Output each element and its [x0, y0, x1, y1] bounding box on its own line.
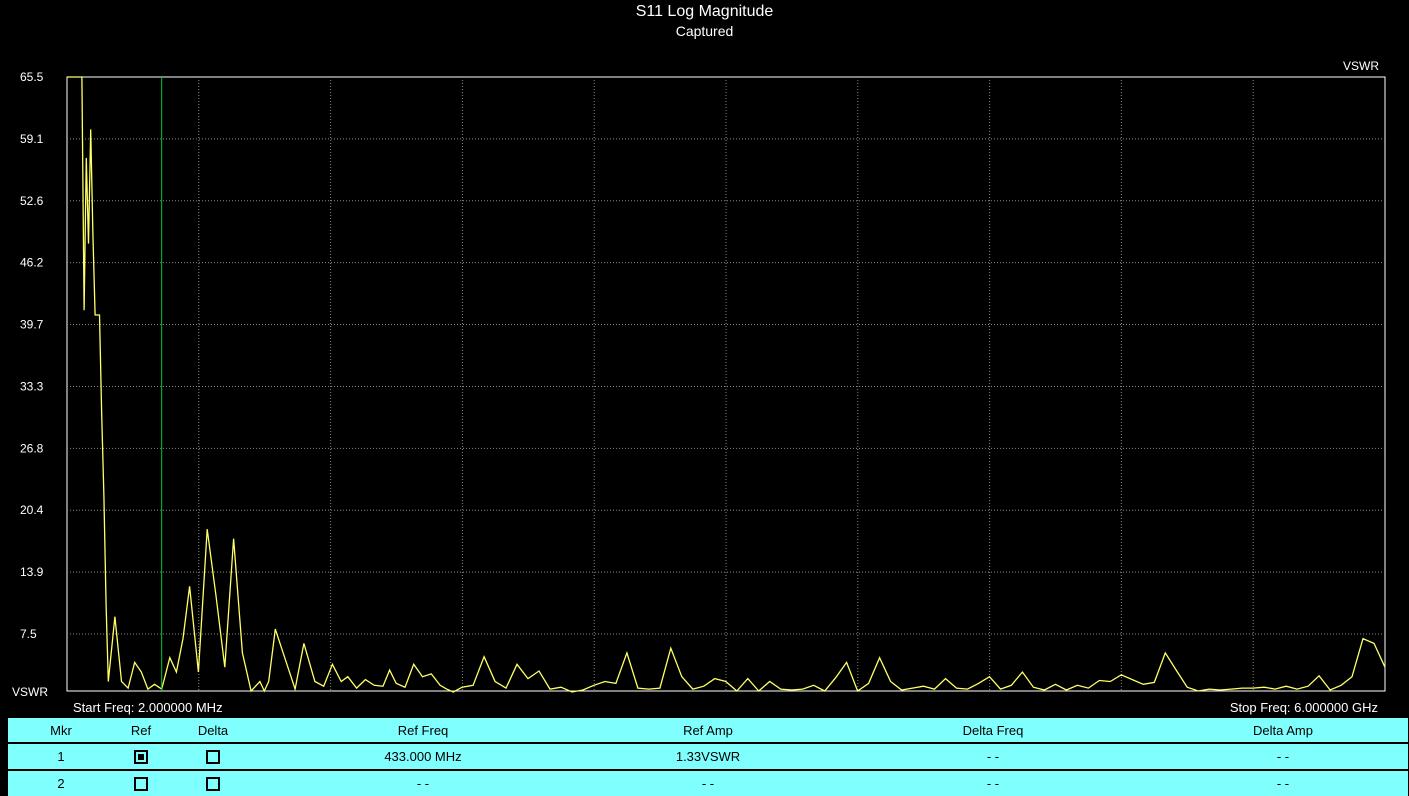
- stop-freq-label: Stop Freq: 6.000000 GHz: [1230, 700, 1378, 715]
- trace-line: [67, 76, 1386, 693]
- y-unit-top-label: VSWR: [1343, 59, 1379, 73]
- chart-subtitle: Captured: [675, 23, 734, 39]
- y-tick-label: 52.6: [20, 194, 44, 208]
- header-ref-amp: Ref Amp: [588, 718, 828, 744]
- header-delta-freq: Delta Freq: [828, 718, 1158, 744]
- delta-cell: [168, 770, 258, 796]
- y-unit-bottom-label: VSWR: [12, 685, 48, 699]
- y-tick-label: 13.9: [20, 565, 44, 579]
- trace-layer: [67, 76, 1386, 693]
- ref-cell: [114, 770, 168, 796]
- title-block: S11 Log Magnitude Captured: [0, 0, 1409, 40]
- delta-cell: [168, 743, 258, 771]
- delta-amp-value: - -: [1158, 743, 1408, 771]
- ref-amp-value: 1.33VSWR: [588, 743, 828, 771]
- grid-lines: [67, 77, 1385, 691]
- y-tick-label: 39.7: [20, 318, 44, 332]
- delta-freq-value: - -: [828, 743, 1158, 771]
- y-tick-label: 59.1: [20, 132, 44, 146]
- header-ref-freq: Ref Freq: [258, 718, 588, 744]
- chart-title: S11 Log Magnitude: [635, 3, 774, 20]
- y-tick-label: 46.2: [20, 256, 44, 270]
- marker-number: 2: [57, 776, 65, 791]
- y-tick-label: 65.5: [20, 70, 44, 84]
- y-tick-label: 33.3: [20, 379, 44, 393]
- delta-freq-value: - -: [986, 776, 1000, 791]
- y-tick-labels: 65.5 59.1 52.6 46.2 39.7 33.3 26.8 20.4 13.9 7.5: [20, 70, 44, 641]
- ref-freq-value: 433.000 MHz: [258, 743, 588, 771]
- delta-checkbox[interactable]: [206, 777, 220, 792]
- marker-row[interactable]: 2 - - - - - - - -: [8, 770, 1408, 796]
- header-delta: Delta: [168, 718, 258, 744]
- marker-row[interactable]: 1 433.000 MHz 1.33VSWR - - - -: [8, 743, 1408, 771]
- marker-table: Mkr Ref Delta Ref Freq Ref Amp Delta Fre…: [8, 718, 1408, 796]
- header-delta-amp: Delta Amp: [1158, 718, 1408, 744]
- start-freq-label: Start Freq: 2.000000 MHz: [73, 700, 223, 715]
- s11-chart: 65.559.152.646.239.733.326.820.413.97.5 …: [12, 59, 1386, 715]
- marker-number: 1: [8, 743, 114, 771]
- delta-checkbox[interactable]: [206, 750, 220, 765]
- ref-amp-value: - -: [701, 776, 715, 791]
- header-ref: Ref: [114, 718, 168, 744]
- ref-checkbox[interactable]: [134, 777, 148, 792]
- ref-freq-value: - -: [416, 776, 430, 791]
- y-tick-label: 7.5: [20, 627, 37, 641]
- delta-amp-value: - -: [1276, 776, 1290, 791]
- ref-cell: [114, 743, 168, 771]
- marker-table-header: Mkr Ref Delta Ref Freq Ref Amp Delta Fre…: [8, 718, 1408, 744]
- plot-area: [66, 76, 1386, 692]
- y-tick-label: 20.4: [20, 503, 44, 517]
- ref-checkbox[interactable]: [134, 750, 148, 765]
- y-tick-label: 26.8: [20, 441, 44, 455]
- header-mkr: Mkr: [8, 718, 114, 744]
